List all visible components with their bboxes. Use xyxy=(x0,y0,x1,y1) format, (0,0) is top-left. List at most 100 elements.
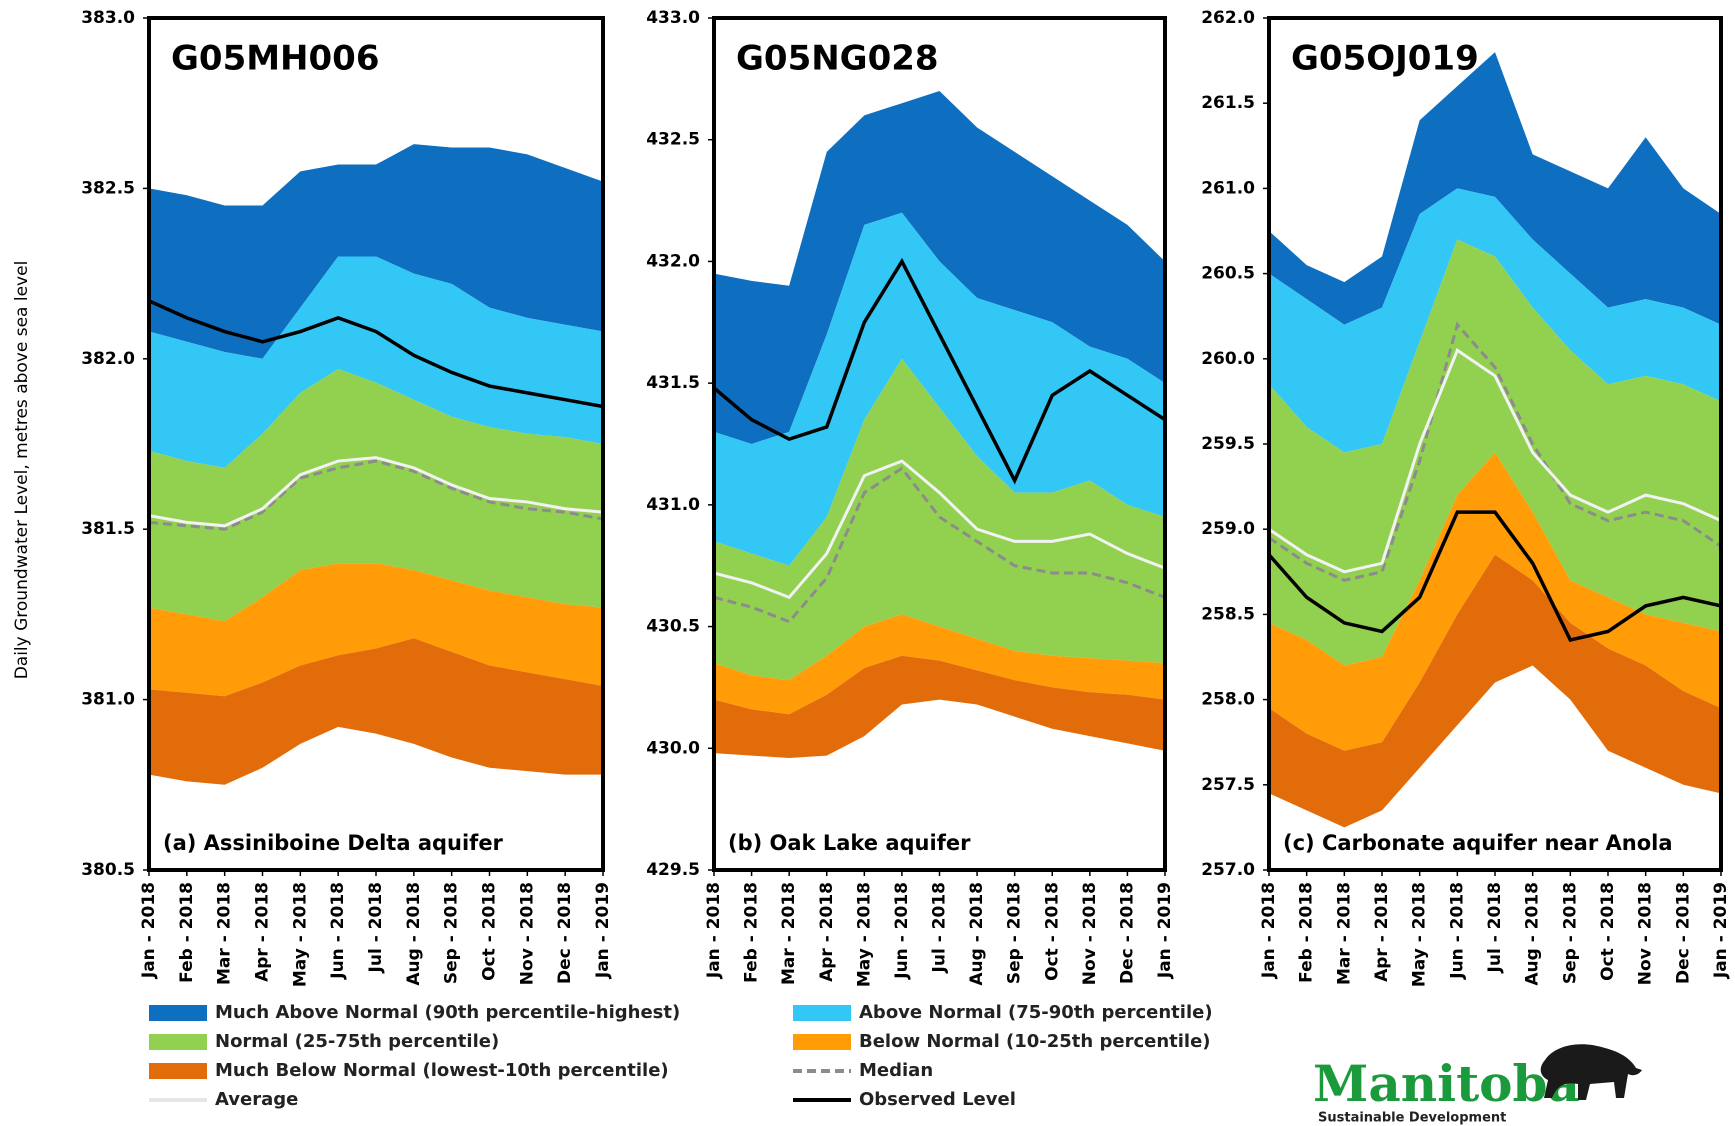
line xyxy=(1269,510,1721,642)
y-tick-label: 382.5 xyxy=(81,178,135,198)
x-tick-label: Nov - 2018 xyxy=(517,882,537,985)
x-tick-label: Jan - 2019 xyxy=(1711,882,1731,979)
y-tick-label: 430.0 xyxy=(646,738,700,758)
line xyxy=(714,466,1165,624)
band xyxy=(714,212,1165,566)
x-tick-label: May - 2018 xyxy=(1410,882,1430,987)
band xyxy=(149,369,603,622)
x-tick-label: Apr - 2018 xyxy=(1372,882,1392,982)
x-tick-label: Jul - 2018 xyxy=(930,882,950,973)
x-tick-label: Aug - 2018 xyxy=(967,882,987,986)
y-tick-label: 258.5 xyxy=(1201,604,1255,624)
y-tick-label: 431.0 xyxy=(646,495,700,515)
x-tick-label: Jan - 2018 xyxy=(704,882,724,979)
y-tick-label: 262.0 xyxy=(1201,8,1255,28)
plot-area xyxy=(714,91,1165,759)
x-tick-label: Jun - 2018 xyxy=(328,882,348,980)
y-tick-label: 260.0 xyxy=(1201,349,1255,369)
line xyxy=(714,459,1165,600)
legend-label: Normal (25-75th percentile) xyxy=(215,1031,499,1052)
x-tick-label: Aug - 2018 xyxy=(404,882,424,986)
legend-swatch xyxy=(793,1005,851,1021)
x-tick-label: Jan - 2019 xyxy=(593,882,613,979)
x-tick-label: Oct - 2018 xyxy=(480,882,500,981)
panel-subtitle: (b) Oak Lake aquifer xyxy=(728,831,971,855)
legend-swatch xyxy=(149,1005,207,1021)
x-tick-label: Apr - 2018 xyxy=(253,882,273,982)
x-tick-label: Sep - 2018 xyxy=(1560,882,1580,984)
plot-area xyxy=(1269,52,1721,828)
band xyxy=(1269,554,1721,828)
x-tick-label: May - 2018 xyxy=(290,882,310,987)
x-tick-label: Jun - 2018 xyxy=(892,882,912,980)
legend-label: Much Below Normal (lowest-10th percentil… xyxy=(215,1060,669,1081)
legend-label: Above Normal (75-90th percentile) xyxy=(859,1002,1213,1023)
x-tick-label: Jun - 2018 xyxy=(1447,882,1467,980)
y-tick-label: 380.5 xyxy=(81,860,135,880)
line xyxy=(714,257,1165,485)
panel: 380.5 381.0 381.5 382.0 382.5 383.0 Jan - 2018… xyxy=(81,8,613,987)
x-tick-label: Nov - 2018 xyxy=(1636,882,1656,985)
x-tick-label: Nov - 2018 xyxy=(1080,882,1100,985)
x-tick-label: Feb - 2018 xyxy=(1297,882,1317,983)
x-tick-label: Jan - 2019 xyxy=(1155,882,1175,979)
x-tick-label: Oct - 2018 xyxy=(1042,882,1062,981)
x-tick-label: Mar - 2018 xyxy=(1334,882,1354,985)
legend-swatch xyxy=(149,1034,207,1050)
y-tick-label: 432.5 xyxy=(646,130,700,150)
band xyxy=(714,91,1165,445)
y-tick-label: 429.5 xyxy=(646,860,700,880)
legend-label: Below Normal (10-25th percentile) xyxy=(859,1031,1211,1052)
y-tick-label: 259.0 xyxy=(1201,519,1255,539)
logo: Manitoba Sustainable Development xyxy=(1313,1044,1642,1126)
x-tick-label: Mar - 2018 xyxy=(215,882,235,985)
x-tick-label: May - 2018 xyxy=(854,882,874,987)
x-tick-label: Sep - 2018 xyxy=(1005,882,1025,984)
y-tick-label: 382.0 xyxy=(81,349,135,369)
y-tick-label: 261.0 xyxy=(1201,178,1255,198)
x-tick-label: Oct - 2018 xyxy=(1598,882,1618,981)
x-tick-label: Jul - 2018 xyxy=(1485,882,1505,973)
line xyxy=(149,299,603,409)
legend-swatch xyxy=(149,1063,207,1079)
panel-title: G05NG028 xyxy=(736,39,939,79)
logo-tagline: Sustainable Development xyxy=(1318,1111,1506,1126)
y-tick-label: 257.5 xyxy=(1201,775,1255,795)
panel-subtitle: (c) Carbonate aquifer near Anola xyxy=(1283,831,1673,855)
band xyxy=(714,655,1165,759)
panel-title: G05OJ019 xyxy=(1291,39,1479,79)
logo-name: Manitoba xyxy=(1313,1054,1580,1113)
panel: 429.5 430.0 430.5 431.0 431.5 432.0 432.5 433.0… xyxy=(646,8,1175,987)
y-tick-label: 431.5 xyxy=(646,373,700,393)
band xyxy=(1269,452,1721,751)
line xyxy=(1269,347,1721,574)
x-tick-label: Aug - 2018 xyxy=(1523,882,1543,986)
band xyxy=(714,614,1165,715)
bison-icon xyxy=(1540,1044,1642,1100)
y-tick-label: 257.0 xyxy=(1201,860,1255,880)
y-tick-label: 260.5 xyxy=(1201,264,1255,284)
band xyxy=(149,144,603,359)
band xyxy=(1269,52,1721,325)
y-tick-label: 430.5 xyxy=(646,617,700,637)
band xyxy=(149,256,603,468)
panel: 257.0 257.5 258.0 258.5 259.0 259.5 260.0 260.5… xyxy=(1201,8,1731,987)
band xyxy=(149,563,603,697)
y-tick-label: 383.0 xyxy=(81,8,135,28)
legend-label: Observed Level xyxy=(859,1089,1016,1110)
line xyxy=(149,456,603,528)
x-tick-label: Dec - 2018 xyxy=(1673,882,1693,984)
x-tick-label: Dec - 2018 xyxy=(1117,882,1137,984)
band xyxy=(714,358,1165,681)
x-tick-label: Sep - 2018 xyxy=(442,882,462,984)
panel-title: G05MH006 xyxy=(171,39,379,79)
legend-label: Median xyxy=(859,1060,933,1081)
y-tick-label: 432.0 xyxy=(646,251,700,271)
band xyxy=(1269,188,1721,453)
legend-label: Much Above Normal (90th percentile-highe… xyxy=(215,1002,680,1023)
plot-area xyxy=(149,144,603,785)
panel-subtitle: (a) Assiniboine Delta aquifer xyxy=(163,831,504,855)
x-tick-label: Feb - 2018 xyxy=(742,882,762,983)
y-tick-label: 433.0 xyxy=(646,8,700,28)
band xyxy=(149,638,603,785)
